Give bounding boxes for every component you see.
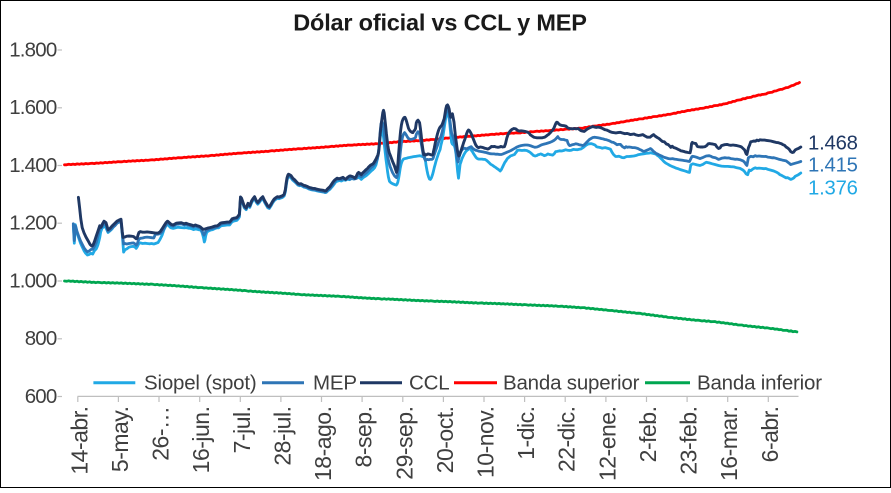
- svg-text:Banda inferior: Banda inferior: [697, 372, 822, 395]
- svg-text:5-may.: 5-may.: [107, 407, 133, 473]
- svg-text:600: 600: [25, 385, 57, 408]
- svg-text:1.200: 1.200: [9, 212, 57, 235]
- svg-text:1.415: 1.415: [808, 155, 858, 177]
- svg-text:6-abr.: 6-abr.: [757, 407, 783, 463]
- svg-text:Banda superior: Banda superior: [503, 372, 640, 395]
- svg-text:CCL: CCL: [409, 372, 449, 395]
- svg-text:Dólar oficial vs CCL y MEP: Dólar oficial vs CCL y MEP: [293, 10, 586, 36]
- svg-text:26-…: 26-…: [148, 407, 174, 461]
- svg-text:1.376: 1.376: [808, 178, 858, 200]
- svg-text:800: 800: [25, 327, 57, 350]
- svg-text:1.000: 1.000: [9, 269, 57, 292]
- svg-text:1.400: 1.400: [9, 154, 57, 177]
- svg-text:Siopel (spot): Siopel (spot): [144, 372, 256, 395]
- svg-text:29-sep.: 29-sep.: [391, 407, 417, 480]
- svg-text:20-oct.: 20-oct.: [432, 407, 458, 474]
- svg-text:16-mar.: 16-mar.: [716, 407, 742, 481]
- svg-text:18-ago.: 18-ago.: [310, 407, 336, 482]
- svg-text:14-abr.: 14-abr.: [66, 407, 92, 475]
- svg-text:16-jun.: 16-jun.: [188, 407, 214, 474]
- svg-text:22-dic.: 22-dic.: [554, 407, 580, 473]
- svg-text:8-sep.: 8-sep.: [351, 407, 377, 468]
- svg-text:MEP: MEP: [313, 372, 357, 395]
- svg-text:1.600: 1.600: [9, 96, 57, 119]
- svg-text:1.800: 1.800: [9, 38, 57, 61]
- svg-text:28-jul.: 28-jul.: [269, 407, 295, 466]
- svg-text:1-dic.: 1-dic.: [513, 407, 539, 460]
- svg-text:2-feb.: 2-feb.: [635, 407, 661, 463]
- svg-text:1.468: 1.468: [808, 133, 858, 155]
- svg-text:12-ene.: 12-ene.: [594, 407, 620, 482]
- svg-text:7-jul.: 7-jul.: [229, 407, 255, 454]
- svg-text:23-feb.: 23-feb.: [676, 407, 702, 475]
- svg-text:10-nov.: 10-nov.: [473, 407, 499, 479]
